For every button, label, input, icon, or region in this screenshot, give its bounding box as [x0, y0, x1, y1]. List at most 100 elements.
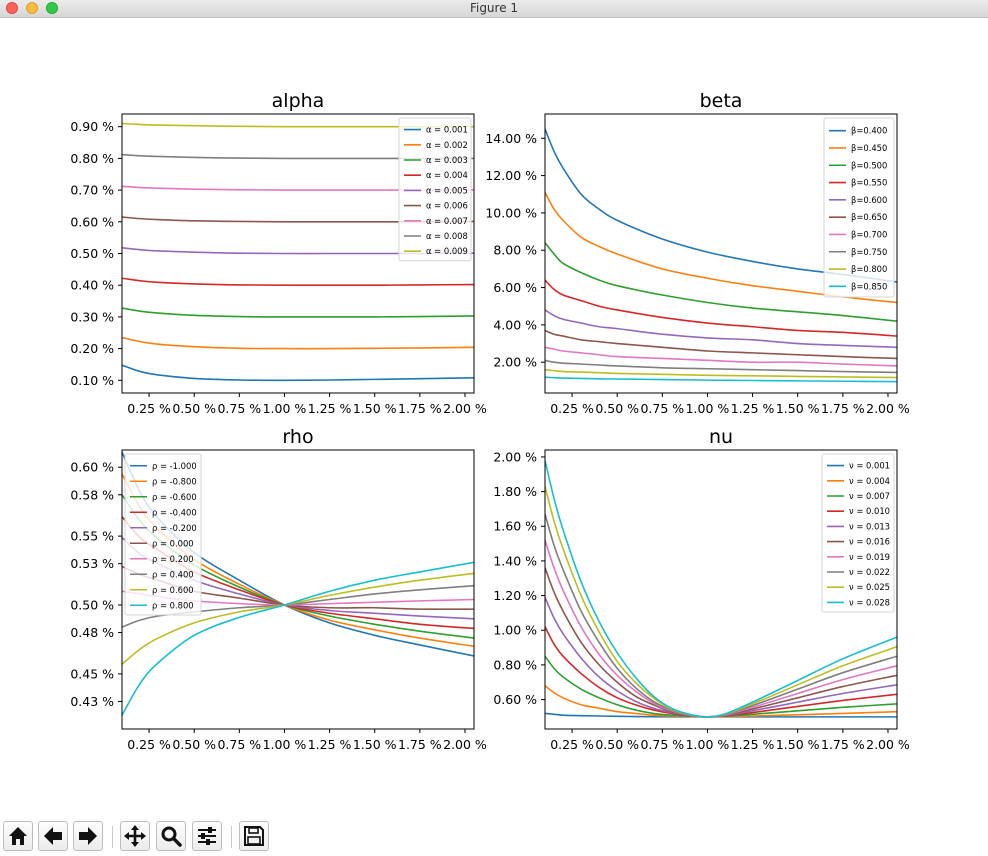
- x-tick-label: 1.25 %: [308, 737, 352, 752]
- legend-entry: α = 0.006: [426, 201, 468, 211]
- magnifier-icon: [161, 826, 182, 847]
- series-line: [122, 364, 474, 382]
- legend-entry: α = 0.002: [426, 140, 468, 150]
- series-line: [545, 279, 897, 337]
- axes-frame: [544, 449, 898, 730]
- series-line: [122, 277, 474, 287]
- y-tick-label: 1.80 %: [493, 484, 537, 499]
- legend-entry: ρ = -0.800: [152, 476, 197, 486]
- x-tick-label: 1.00 %: [686, 737, 730, 752]
- y-tick-label: 10.00 %: [485, 205, 537, 220]
- chart-title: alpha: [272, 90, 325, 112]
- legend-entry: ν = 0.025: [849, 582, 890, 592]
- series-line: [545, 368, 897, 379]
- legend-entry: β=0.600: [851, 195, 887, 205]
- y-tick-label: 2.00 %: [493, 449, 537, 464]
- series-line: [122, 122, 474, 128]
- move-icon: [124, 825, 146, 847]
- x-tick-label: 0.50 %: [595, 401, 639, 416]
- series-line: [545, 655, 897, 718]
- legend-entry: β=0.700: [851, 229, 887, 239]
- series-line: [122, 216, 474, 223]
- legend-entry: α = 0.004: [426, 170, 468, 180]
- series-line: [122, 584, 474, 628]
- legend-entry: ρ = 0.600: [152, 585, 194, 595]
- x-tick-label: 0.25 %: [127, 737, 171, 752]
- legend-entry: ν = 0.019: [849, 552, 890, 562]
- configure-subplots-button[interactable]: [192, 821, 222, 851]
- pan-button[interactable]: [120, 821, 150, 851]
- legend-entry: β=0.550: [851, 178, 887, 188]
- x-tick-label: 0.25 %: [550, 401, 594, 416]
- y-tick-label: 0.90 %: [70, 119, 114, 134]
- legend-entry: ν = 0.016: [849, 537, 890, 547]
- legend-entry: ν = 0.010: [849, 506, 890, 516]
- y-tick-label: 0.60 %: [70, 460, 114, 475]
- series-line: [122, 153, 474, 160]
- series-line: [122, 246, 474, 255]
- legend-entry: α = 0.001: [426, 125, 468, 135]
- chart-title: nu: [709, 426, 733, 448]
- legend-entry: β=0.400: [851, 126, 887, 136]
- legend-entry: ν = 0.007: [849, 491, 890, 501]
- legend-entry: β=0.450: [851, 143, 887, 153]
- series-line: [545, 685, 897, 718]
- x-tick-label: 1.25 %: [731, 401, 775, 416]
- maximize-window-button[interactable]: [46, 2, 58, 14]
- legend-entry: ρ = 0.800: [152, 600, 194, 610]
- legend: ρ = -1.000 ρ = -0.800 ρ = -0.600 ρ = -0.400…: [124, 453, 202, 616]
- series-line: [545, 242, 897, 322]
- legend-entry: ρ = -0.200: [152, 523, 197, 533]
- save-button[interactable]: [239, 821, 269, 851]
- x-tick-label: 0.50 %: [172, 401, 216, 416]
- legend-entry: ρ = 0.200: [152, 554, 194, 564]
- axes-frame: [544, 113, 898, 394]
- y-tick-label: 0.60 %: [493, 692, 537, 707]
- x-tick-label: 0.25 %: [550, 737, 594, 752]
- y-tick-label: 0.48 %: [70, 625, 114, 640]
- chart-title: beta: [700, 90, 743, 112]
- x-tick-label: 1.00 %: [263, 737, 307, 752]
- x-tick-label: 1.00 %: [686, 401, 730, 416]
- x-tick-label: 2.00 %: [443, 737, 487, 752]
- legend-entry: β=0.800: [851, 264, 887, 274]
- zoom-button[interactable]: [156, 821, 186, 851]
- sliders-icon: [198, 827, 216, 845]
- toolbar-separator: [231, 826, 232, 848]
- subplot-beta: beta 0.25 % 0.50 % 0.75 % 1.00 % 1.25 % 1.50 %…: [485, 90, 910, 416]
- legend-entry: ν = 0.013: [849, 521, 890, 531]
- series-line: [545, 329, 897, 360]
- series-line: [545, 192, 897, 304]
- x-tick-label: 1.75 %: [821, 401, 865, 416]
- y-tick-label: 12.00 %: [485, 168, 537, 183]
- home-icon: [9, 827, 27, 845]
- y-tick-label: 0.43 %: [70, 694, 114, 709]
- series-line: [122, 307, 474, 318]
- x-tick-label: 1.75 %: [398, 401, 442, 416]
- x-tick-label: 2.00 %: [443, 401, 487, 416]
- legend-entry: ρ = -1.000: [152, 461, 197, 471]
- back-button[interactable]: [38, 821, 68, 851]
- legend-entry: β=0.850: [851, 281, 887, 291]
- series-line: [545, 539, 897, 718]
- series-line: [545, 626, 897, 718]
- home-button[interactable]: [3, 821, 33, 851]
- forward-button[interactable]: [73, 821, 103, 851]
- legend: α = 0.001 α = 0.002 α = 0.003 α = 0.004 α = …: [398, 117, 472, 262]
- y-tick-label: 0.45 %: [70, 666, 114, 681]
- close-window-button[interactable]: [6, 2, 18, 14]
- y-tick-label: 14.00 %: [485, 131, 537, 146]
- series-line: [545, 486, 897, 718]
- legend-box: [398, 117, 472, 262]
- x-tick-label: 0.75 %: [640, 737, 684, 752]
- minimize-window-button[interactable]: [26, 2, 38, 14]
- y-tick-label: 0.40 %: [70, 278, 114, 293]
- x-tick-label: 1.25 %: [308, 401, 352, 416]
- window-titlebar: Figure 1: [0, 0, 988, 18]
- chart-title: rho: [282, 426, 313, 448]
- arrow-right-icon: [79, 827, 97, 845]
- y-tick-label: 1.00 %: [493, 623, 537, 638]
- series-line: [122, 572, 474, 665]
- x-tick-label: 0.75 %: [217, 737, 261, 752]
